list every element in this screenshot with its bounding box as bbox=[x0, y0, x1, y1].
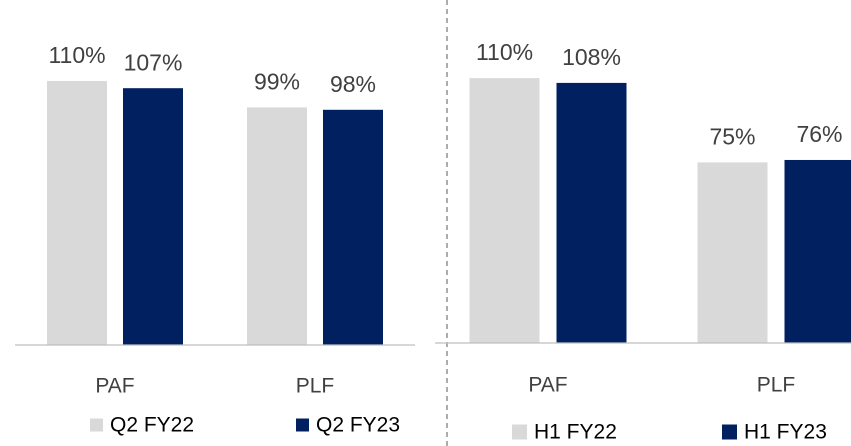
bar bbox=[784, 159, 851, 343]
legend-label: H1 FY22 bbox=[534, 421, 617, 444]
value-label: 107% bbox=[124, 49, 183, 75]
bar bbox=[556, 82, 627, 344]
bar bbox=[323, 109, 383, 345]
x-tick-label: PLF bbox=[296, 375, 335, 398]
value-label: 110% bbox=[48, 42, 105, 68]
legend-label: H1 FY23 bbox=[744, 421, 827, 444]
x-tick-label: PAF bbox=[528, 374, 567, 397]
value-label: 110% bbox=[476, 39, 533, 65]
value-label: 76% bbox=[796, 121, 842, 147]
value-label: 99% bbox=[254, 68, 300, 94]
bar bbox=[123, 88, 183, 345]
value-label: 98% bbox=[330, 71, 376, 97]
legend-label: Q2 FY23 bbox=[316, 414, 400, 437]
bar bbox=[47, 81, 107, 345]
x-tick-label: PLF bbox=[757, 374, 796, 397]
bar bbox=[247, 107, 307, 346]
value-label: 75% bbox=[709, 123, 755, 149]
value-label: 108% bbox=[562, 44, 621, 70]
x-tick-label: PAF bbox=[95, 375, 134, 398]
bar bbox=[469, 78, 540, 343]
legend-swatch bbox=[512, 424, 527, 440]
legend-swatch bbox=[90, 418, 103, 432]
bar bbox=[697, 162, 768, 343]
legend-swatch bbox=[296, 418, 309, 432]
legend-swatch bbox=[722, 424, 737, 440]
legend-label: Q2 FY22 bbox=[110, 414, 194, 437]
